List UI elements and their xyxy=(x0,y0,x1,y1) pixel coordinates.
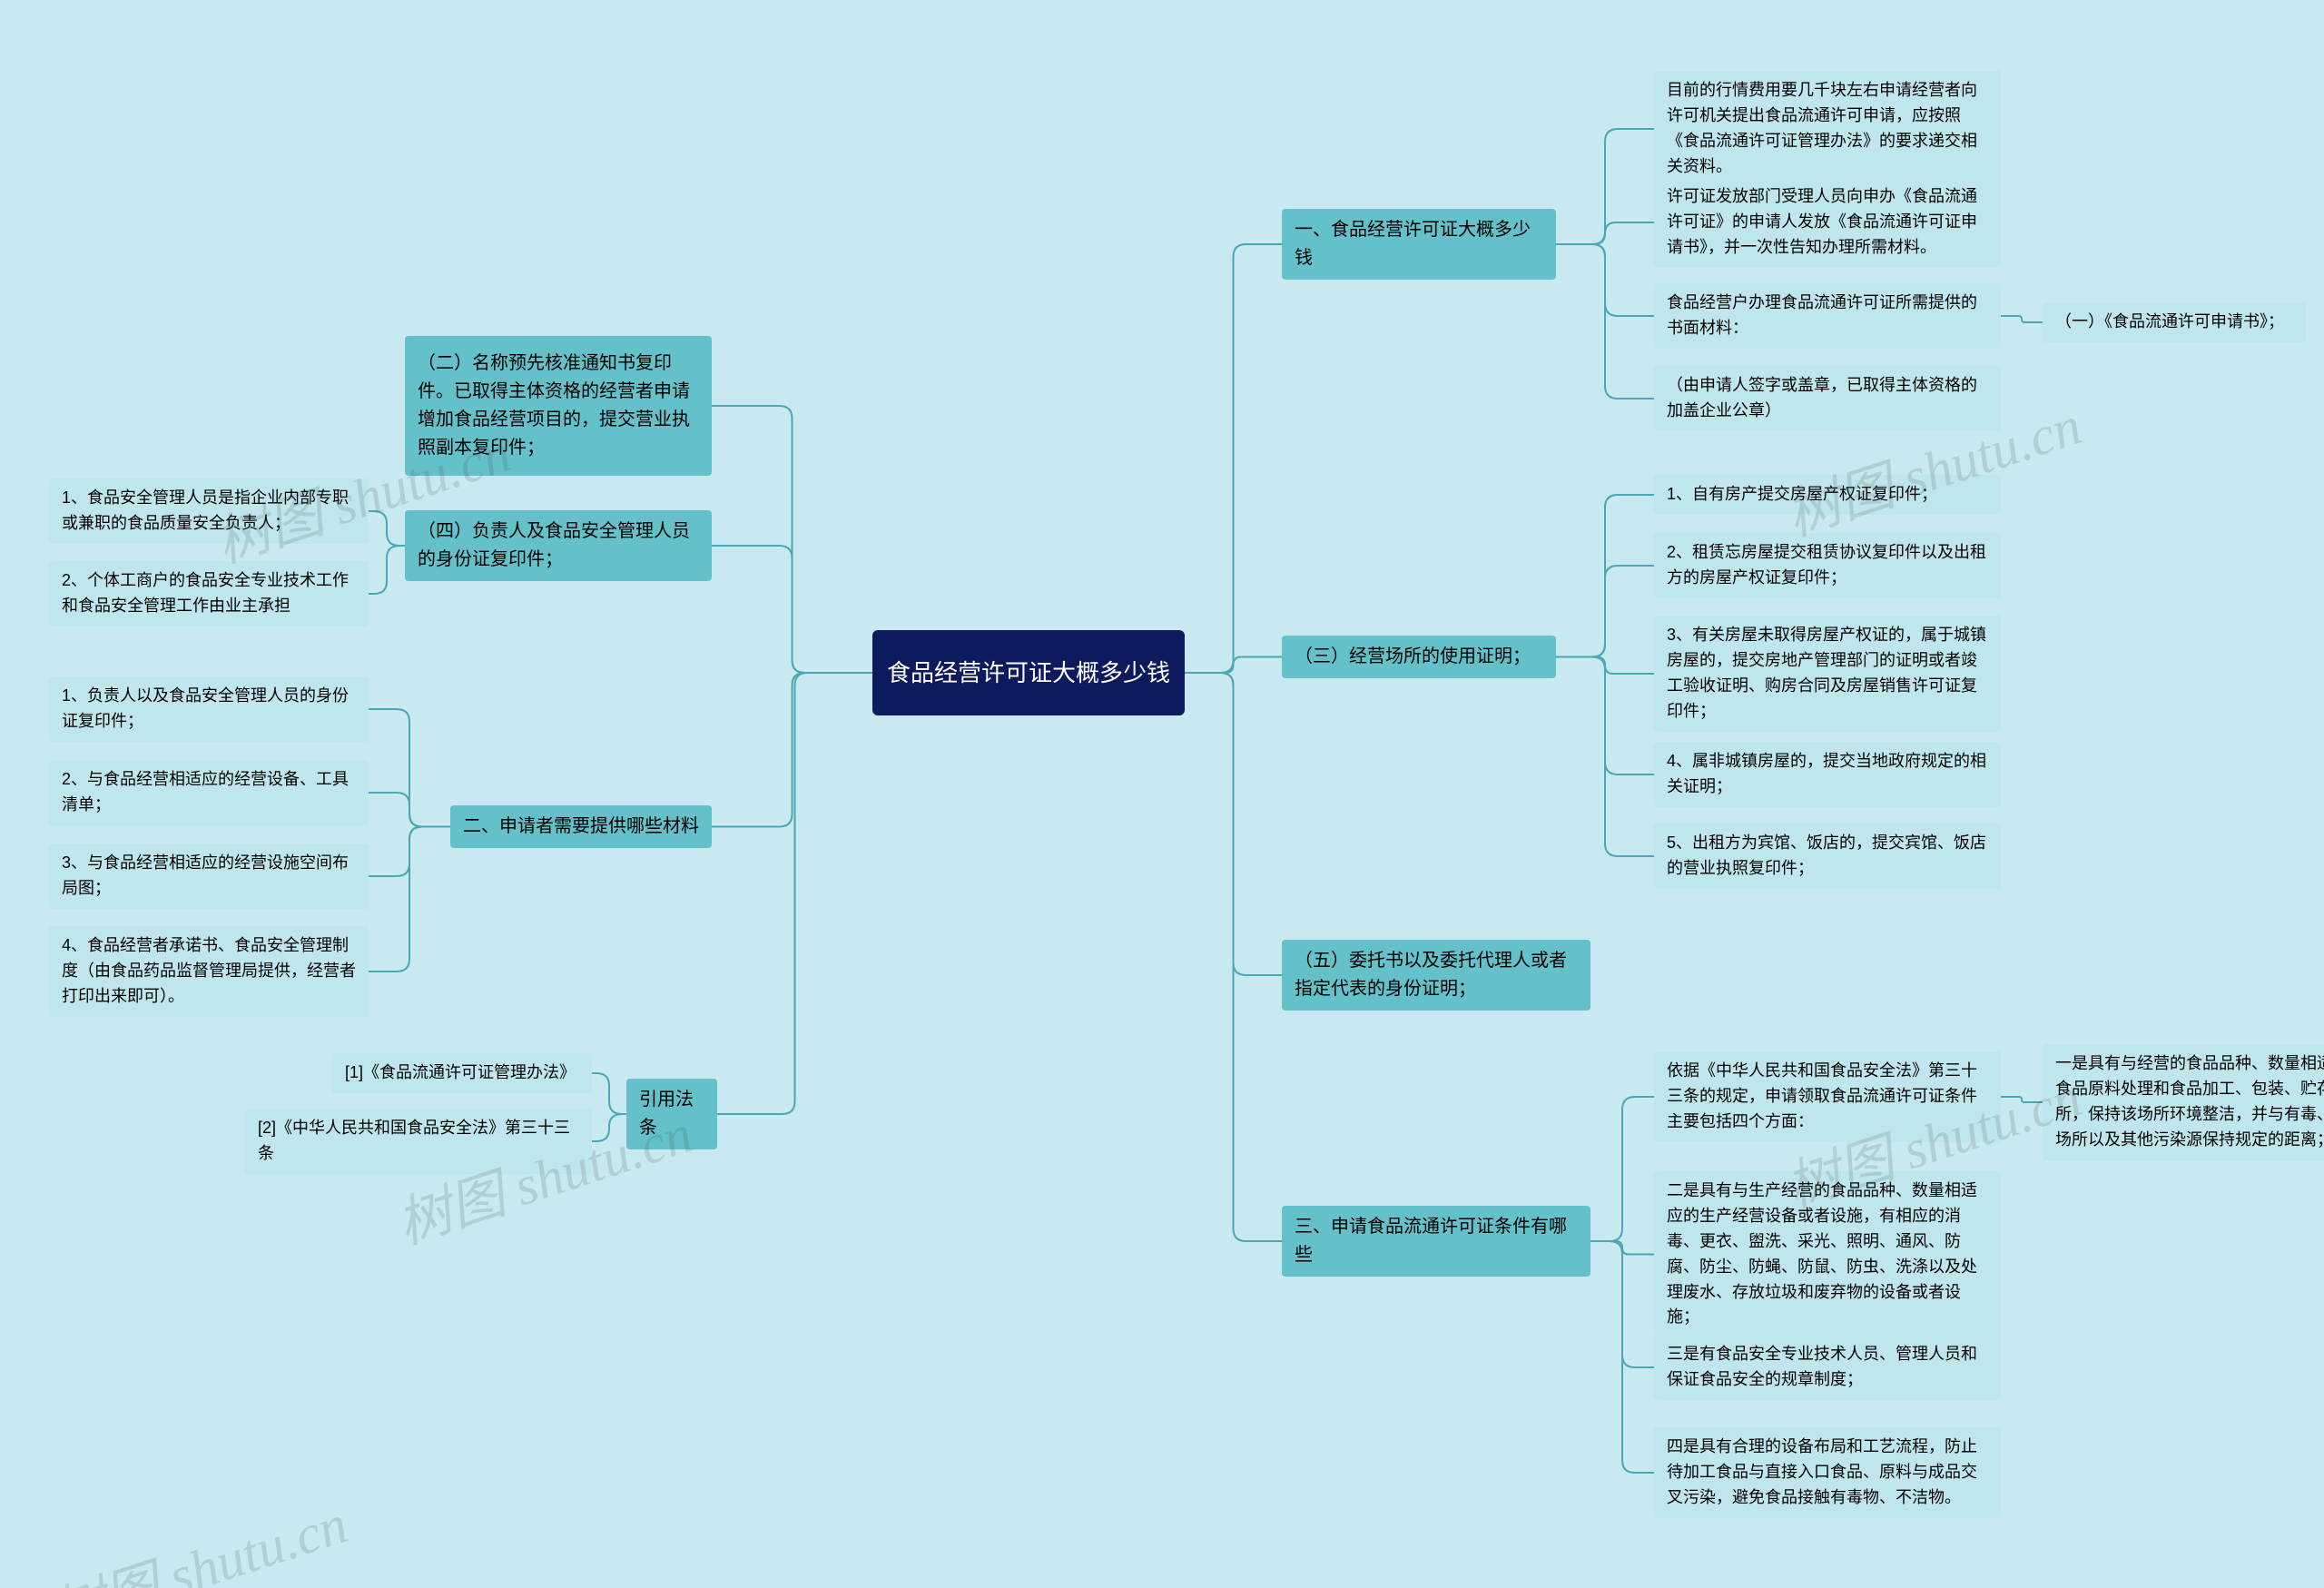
node-l3: 二、申请者需要提供哪些材料 xyxy=(450,805,712,848)
node-r4b: 二是具有与生产经营的食品品种、数量相适应的生产经营设备或者设施，有相应的消毒、更… xyxy=(1654,1171,2001,1337)
node-r1: 一、食品经营许可证大概多少钱 xyxy=(1282,209,1556,280)
node-r1b: 许可证发放部门受理人员向申办《食品流通许可证》的申请人发放《食品流通许可证申请书… xyxy=(1654,177,2001,268)
node-l3a: 1、负责人以及食品安全管理人员的身份证复印件； xyxy=(49,676,369,742)
node-r1a: 目前的行情费用要几千块左右申请经营者向许可机关提出食品流通许可申请，应按照《食品… xyxy=(1654,71,2001,187)
node-r2c: 3、有关房屋未取得房屋产权证的，属于城镇房屋的，提交房地产管理部门的证明或者竣工… xyxy=(1654,616,2001,732)
node-r1d: （由申请人签字或盖章，已取得主体资格的加盖企业公章） xyxy=(1654,366,2001,431)
node-l4: 引用法条 xyxy=(626,1079,717,1149)
node-r4a: 依据《中华人民共和国食品安全法》第三十三条的规定，申请领取食品流通许可证条件主要… xyxy=(1654,1051,2001,1142)
node-r2b: 2、租赁忘房屋提交租赁协议复印件以及出租方的房屋产权证复印件； xyxy=(1654,533,2001,598)
node-l3d: 4、食品经营者承诺书、食品安全管理制度（由食品药品监督管理局提供，经营者打印出来… xyxy=(49,926,369,1017)
node-r2a: 1、自有房产提交房屋产权证复印件； xyxy=(1654,475,2001,515)
node-l3c: 3、与食品经营相适应的经营设施空间布局图； xyxy=(49,843,369,909)
node-l2a: 1、食品安全管理人员是指企业内部专职或兼职的食品质量安全负责人； xyxy=(49,478,369,544)
node-root: 食品经营许可证大概多少钱 xyxy=(872,630,1185,715)
node-r4: 三、申请食品流通许可证条件有哪些 xyxy=(1282,1206,1590,1277)
node-l4a: [1]《食品流通许可证管理办法》 xyxy=(332,1053,592,1093)
node-r4d: 四是具有合理的设备布局和工艺流程，防止待加工食品与直接入口食品、原料与成品交叉污… xyxy=(1654,1427,2001,1518)
node-r4a1: 一是具有与经营的食品品种、数量相适应的食品原料处理和食品加工、包装、贮存等场所，… xyxy=(2043,1044,2324,1160)
node-l2b: 2、个体工商户的食品安全专业技术工作和食品安全管理工作由业主承担 xyxy=(49,561,369,626)
node-r2: （三）经营场所的使用证明； xyxy=(1282,636,1556,678)
node-r2d: 4、属非城镇房屋的，提交当地政府规定的相关证明； xyxy=(1654,742,2001,807)
node-r3: （五）委托书以及委托代理人或者指定代表的身份证明； xyxy=(1282,940,1590,1011)
node-r4c: 三是有食品安全专业技术人员、管理人员和保证食品安全的规章制度； xyxy=(1654,1335,2001,1400)
node-l1: （二）名称预先核准通知书复印件。已取得主体资格的经营者申请增加食品经营项目的，提… xyxy=(405,336,712,476)
node-r2e: 5、出租方为宾馆、饭店的，提交宾馆、饭店的营业执照复印件； xyxy=(1654,824,2001,889)
node-l4b: [2]《中华人民共和国食品安全法》第三十三条 xyxy=(245,1109,592,1174)
node-l2: （四）负责人及食品安全管理人员的身份证复印件； xyxy=(405,510,712,581)
node-r1c1: （一）《食品流通许可申请书》； xyxy=(2043,302,2306,342)
node-r1c: 食品经营户办理食品流通许可证所需提供的书面材料： xyxy=(1654,283,2001,349)
node-l3b: 2、与食品经营相适应的经营设备、工具清单； xyxy=(49,760,369,825)
